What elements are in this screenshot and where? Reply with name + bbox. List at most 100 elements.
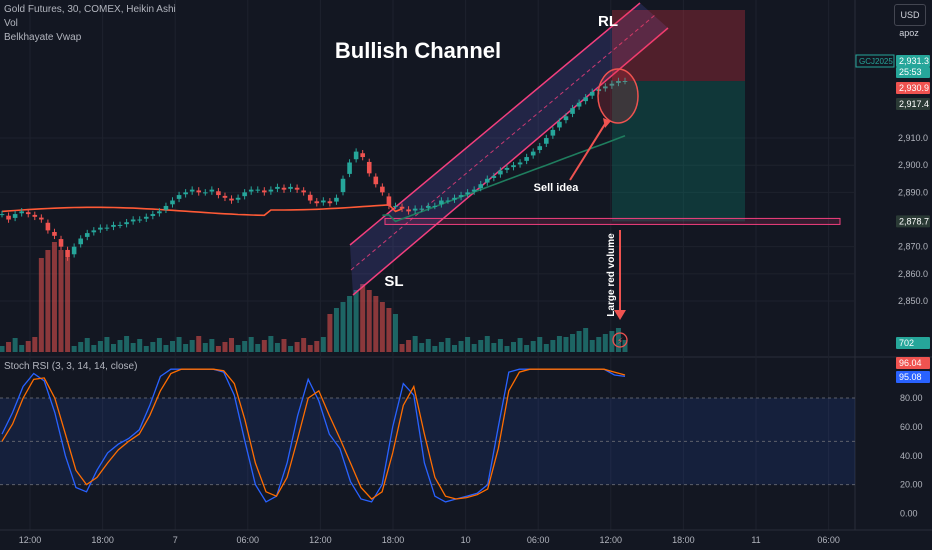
candle-body [130, 219, 136, 222]
candle-body [353, 151, 359, 160]
volume-bar [563, 337, 569, 352]
volume-bar [84, 338, 90, 352]
volume-bar [530, 341, 536, 352]
candle-body [6, 215, 11, 220]
volume-bar [45, 250, 51, 352]
volume-bar [615, 328, 621, 352]
candle-body [294, 187, 300, 190]
candle-body [216, 191, 221, 196]
candle-body [340, 178, 346, 193]
volume-bar [432, 346, 438, 352]
price-badge-timer-bg [896, 67, 930, 78]
volume-bar [524, 345, 530, 352]
time-tick-label: 10 [461, 535, 471, 545]
candle-body [511, 165, 516, 168]
candle-body [471, 189, 477, 192]
candle-body [229, 198, 234, 201]
volume-bar [6, 342, 12, 352]
support-level [384, 217, 841, 225]
candle-body [242, 192, 247, 197]
volume-bar [156, 338, 162, 352]
volume-bar [497, 339, 503, 352]
currency-button[interactable]: USD [894, 4, 926, 26]
time-tick-label: 18:00 [382, 535, 405, 545]
volume-bar [58, 250, 64, 352]
volume-bar [51, 242, 57, 352]
channel-mid-line [350, 14, 656, 271]
symbol-badge: GCJ2025 [859, 57, 893, 66]
candle-body [622, 81, 628, 83]
stoch-tick-label: 40.00 [900, 451, 923, 461]
candle-body [189, 189, 195, 192]
volume-bar [163, 345, 169, 352]
candle-body [576, 102, 582, 107]
volume-bar [452, 345, 457, 352]
volume-bar [399, 344, 405, 352]
candle-body [616, 81, 621, 83]
candle-body [537, 146, 543, 150]
candle-body [150, 214, 156, 216]
volume-bar [209, 339, 215, 352]
time-tick-label: 18:00 [672, 535, 695, 545]
candle-body [163, 205, 169, 210]
stop-box [612, 10, 745, 82]
symbol-badge-bg [855, 54, 895, 68]
candle-body [465, 192, 470, 195]
candle-body [563, 116, 569, 121]
volume-bar [176, 337, 182, 352]
candle-body [589, 91, 595, 96]
scale-option[interactable]: apoz [899, 28, 919, 38]
candle-body [570, 108, 575, 114]
price-tick-label: 2,900.0 [898, 160, 928, 170]
candle-body [52, 232, 57, 236]
candle-body [314, 201, 320, 204]
candle-body [78, 238, 83, 245]
price-tick-label: 2,850.0 [898, 296, 928, 306]
candle-body [255, 189, 261, 191]
indicator-vwap-label[interactable]: Belkhayate Vwap [4, 32, 82, 43]
candle-body [425, 205, 431, 208]
candle-body [248, 189, 254, 192]
price-badge-support-bg [896, 215, 930, 228]
candle-body [557, 121, 562, 128]
candle-body [530, 151, 536, 156]
flash-icon [612, 332, 628, 348]
volume-bar [511, 342, 517, 352]
volume-bar [274, 343, 280, 352]
candle-body [71, 246, 77, 255]
volume-bar [491, 343, 497, 352]
indicator-volume-label[interactable]: Vol [4, 18, 18, 29]
channel-fill [350, 3, 668, 295]
symbol-title[interactable]: Gold Futures, 30, COMEX, Heikin Ashi [4, 4, 176, 15]
sell-arrow [569, 123, 606, 181]
candle-body [209, 189, 215, 192]
volume-bar [340, 302, 346, 352]
volume-bar [392, 314, 398, 352]
candle-body [321, 200, 326, 203]
candle-body [84, 233, 90, 237]
volume-bar [12, 338, 18, 352]
volume-bar [0, 346, 5, 352]
stoch-rsi-label[interactable]: Stoch RSI (3, 3, 14, 14, close) [4, 361, 138, 372]
candle-body [176, 195, 182, 199]
time-tick-label: 06:00 [237, 535, 260, 545]
volume-bar [104, 337, 110, 352]
candle-body [380, 186, 385, 193]
price-badge-bear-bg [896, 82, 930, 94]
stoch-badge-d-bg [896, 357, 930, 369]
stoch-tick-label: 80.00 [900, 393, 923, 403]
volume-bar [32, 337, 38, 352]
volume-bar [314, 341, 320, 352]
volume-bar [301, 338, 307, 352]
volume-badge: 702 [899, 338, 914, 348]
candle-body [143, 216, 149, 219]
candle-body [32, 214, 38, 217]
sell-zone-circle [597, 68, 639, 124]
candle-body [157, 211, 162, 214]
stoch-badge-k: 95.08 [899, 372, 922, 382]
candle-body [393, 205, 398, 207]
volume-bar [458, 341, 464, 352]
vwap-line [1, 203, 403, 217]
volume-bar [78, 342, 84, 352]
